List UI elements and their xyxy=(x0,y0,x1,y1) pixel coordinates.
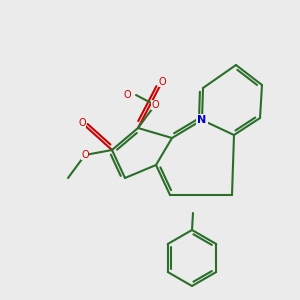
Text: O: O xyxy=(81,150,89,160)
Text: O: O xyxy=(78,118,86,128)
Text: O: O xyxy=(151,100,159,110)
Text: N: N xyxy=(197,115,207,125)
Text: O: O xyxy=(123,90,131,100)
Text: O: O xyxy=(158,77,166,87)
